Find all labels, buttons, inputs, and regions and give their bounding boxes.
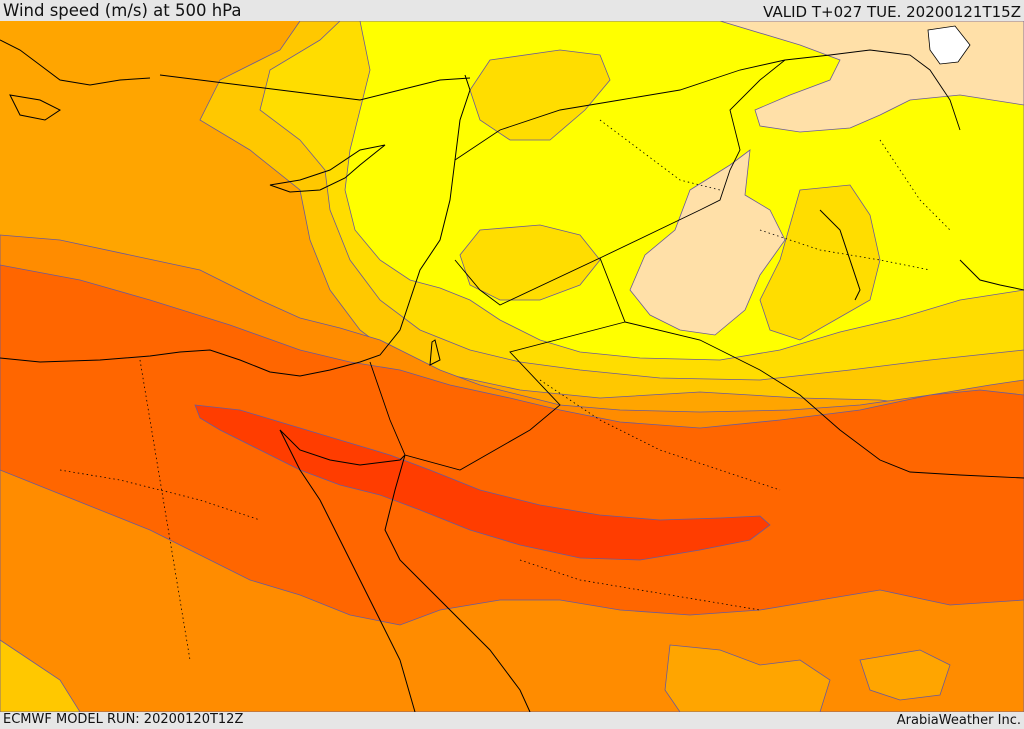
weather-map [0, 21, 1024, 712]
footer-bar: ECMWF MODEL RUN: 20200120T12Z ArabiaWeat… [0, 712, 1024, 729]
credit-label: ArabiaWeather Inc. [896, 713, 1021, 728]
wind-speed-map-svg [0, 21, 1024, 712]
model-run-label: ECMWF MODEL RUN: 20200120T12Z [3, 712, 244, 727]
wind-patch-peach-iraq [629, 149, 786, 336]
wind-patch-orange-south [664, 644, 831, 712]
wind-patch-orange-southeast [859, 649, 951, 701]
wind-band-red-orange [0, 264, 1024, 626]
valid-time-label: VALID T+027 TUE. 20200121T15Z [763, 3, 1021, 21]
map-title: Wind speed (m/s) at 500 hPa [3, 1, 242, 20]
country-borders [369, 49, 1024, 479]
wind-patch-gold-levant [459, 224, 601, 301]
wind-patch-gold-east [759, 184, 881, 341]
wind-patch-gold-north [469, 49, 611, 141]
province-borders [59, 119, 951, 661]
wind-patch-light-orange-southwest [0, 639, 81, 712]
coastlines [0, 39, 1024, 712]
header-bar: Wind speed (m/s) at 500 hPa VALID T+027 … [0, 0, 1024, 21]
lake-van [927, 25, 971, 65]
